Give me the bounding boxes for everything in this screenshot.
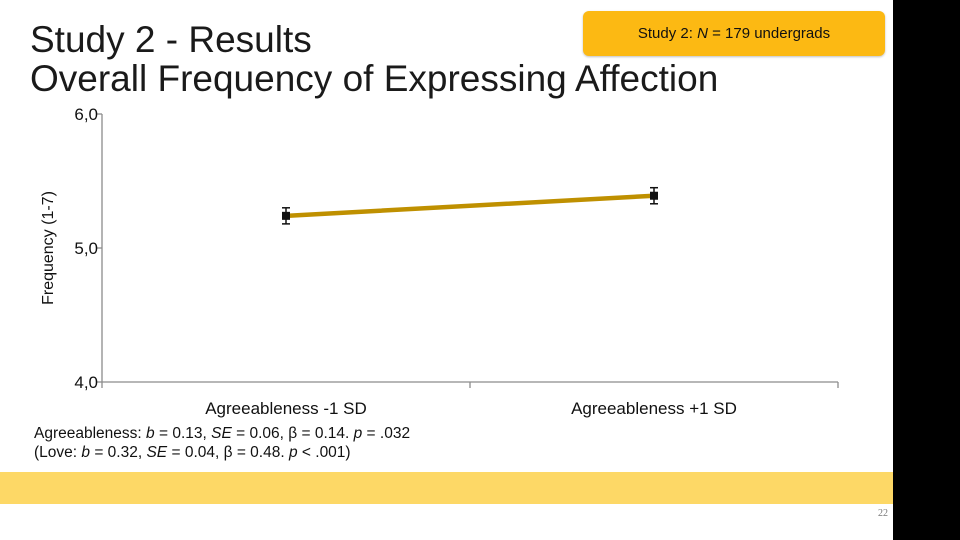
series-line (283, 193, 657, 219)
slide-title-line-1: Study 2 - Results (30, 19, 312, 60)
statistics-text: Agreeableness: b = 0.13, SE = 0.06, β = … (34, 424, 410, 462)
x-tick-label: Agreeableness +1 SD (571, 399, 737, 418)
stats-symbol: b (81, 444, 91, 461)
y-tick-label: 6,0 (74, 105, 98, 124)
stats-text-run: = .032 (362, 425, 411, 442)
stats-text-run: (Love: (34, 444, 82, 461)
stats-text-run: < .001) (297, 444, 351, 461)
stats-symbol: p (288, 444, 298, 461)
badge-suffix: = 179 undergrads (707, 25, 831, 42)
slide-title-line-2: Overall Frequency of Expressing Affectio… (30, 58, 719, 99)
y-tick-label: 4,0 (74, 373, 98, 392)
data-point (282, 211, 290, 220)
stats-text-run: = 0.32, (90, 444, 147, 461)
footer-band (0, 472, 960, 504)
stats-symbol: p (353, 425, 363, 442)
data-point (650, 191, 658, 200)
study-badge: Study 2: N = 179 undergrads (583, 11, 885, 56)
y-tick-label: 5,0 (74, 239, 98, 258)
love-stats-line: (Love: b = 0.32, SE = 0.04, β = 0.48. p … (34, 443, 410, 462)
right-edge-bar (893, 0, 960, 540)
stats-text-run: Agreeableness: (34, 425, 147, 442)
slide-title: Study 2 - Results Overall Frequency of E… (30, 20, 718, 98)
stats-symbol: b (146, 425, 155, 442)
stats-symbol: SE (211, 425, 232, 442)
page-number: 22 (878, 508, 888, 519)
badge-prefix: Study 2: (637, 25, 698, 42)
stats-text-run: = 0.13, (154, 425, 212, 442)
stats-symbol: SE (146, 444, 168, 461)
study-badge-text: Study 2: N = 179 undergrads (583, 11, 885, 56)
stats-text-run: = 0.04, β = 0.48. (167, 444, 289, 461)
agreeableness-stats-line: Agreeableness: b = 0.13, SE = 0.06, β = … (34, 424, 410, 443)
x-tick-label: Agreeableness -1 SD (205, 399, 367, 418)
stats-text-run: = 0.06, β = 0.14. (231, 425, 354, 442)
badge-n-symbol: N (697, 25, 708, 42)
y-axis-title: Frequency (1-7) (40, 191, 57, 305)
